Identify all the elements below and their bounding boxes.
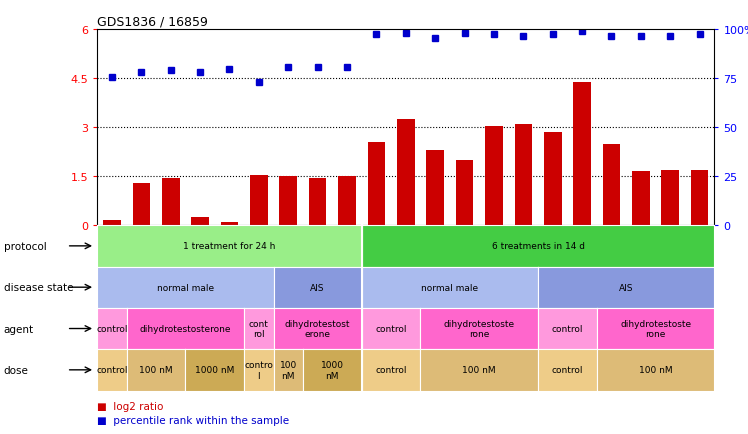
Text: dose: dose: [4, 365, 28, 375]
Text: dihydrotestoste
rone: dihydrotestoste rone: [444, 319, 515, 339]
Bar: [603, 144, 620, 226]
Text: 1 treatment for 24 h: 1 treatment for 24 h: [183, 242, 276, 251]
Text: agent: agent: [4, 324, 34, 334]
Text: control: control: [552, 324, 583, 333]
Text: dihydrotestost
erone: dihydrotestost erone: [285, 319, 350, 339]
Text: ■  log2 ratio: ■ log2 ratio: [97, 401, 164, 411]
Text: dihydrotestosterone: dihydrotestosterone: [140, 324, 231, 333]
Text: 100 nM: 100 nM: [462, 365, 496, 375]
Bar: [191, 217, 209, 226]
Text: 100
nM: 100 nM: [280, 360, 297, 380]
Bar: [544, 133, 562, 226]
Bar: [426, 151, 444, 226]
Bar: [309, 178, 326, 226]
Text: cont
rol: cont rol: [249, 319, 269, 339]
Text: control: control: [96, 365, 128, 375]
Text: control: control: [375, 365, 407, 375]
Text: 1000 nM: 1000 nM: [195, 365, 234, 375]
Bar: [367, 143, 385, 226]
Bar: [397, 120, 414, 226]
Text: control: control: [375, 324, 407, 333]
Bar: [485, 126, 503, 226]
Bar: [338, 177, 356, 226]
Bar: [162, 178, 180, 226]
Text: AIS: AIS: [310, 283, 325, 292]
Bar: [661, 171, 679, 226]
Text: control: control: [96, 324, 128, 333]
Text: ■  percentile rank within the sample: ■ percentile rank within the sample: [97, 415, 289, 425]
Bar: [691, 171, 708, 226]
Text: 100 nM: 100 nM: [139, 365, 173, 375]
Text: protocol: protocol: [4, 241, 46, 251]
Text: 100 nM: 100 nM: [639, 365, 672, 375]
Bar: [250, 175, 268, 226]
Text: normal male: normal male: [421, 283, 479, 292]
Text: control: control: [552, 365, 583, 375]
Text: AIS: AIS: [619, 283, 634, 292]
Bar: [632, 172, 650, 226]
Text: contro
l: contro l: [245, 360, 273, 380]
Text: 6 treatments in 14 d: 6 treatments in 14 d: [491, 242, 584, 251]
Text: normal male: normal male: [157, 283, 214, 292]
Text: GDS1836 / 16859: GDS1836 / 16859: [97, 15, 208, 28]
Text: dihydrotestoste
rone: dihydrotestoste rone: [620, 319, 691, 339]
Bar: [573, 82, 591, 226]
Bar: [221, 223, 239, 226]
Bar: [132, 183, 150, 226]
Text: disease state: disease state: [4, 283, 73, 293]
Bar: [456, 161, 473, 226]
Text: 1000
nM: 1000 nM: [321, 360, 344, 380]
Bar: [103, 221, 120, 226]
Bar: [280, 177, 297, 226]
Bar: [515, 125, 532, 226]
